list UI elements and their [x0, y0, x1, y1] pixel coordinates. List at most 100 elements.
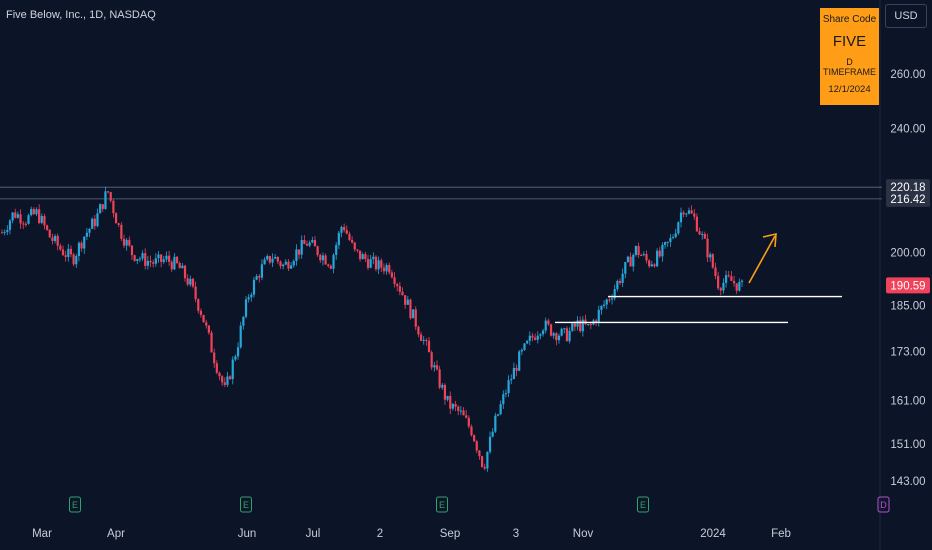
candle-body	[427, 340, 431, 353]
candle-body	[690, 210, 693, 214]
candle-body	[335, 245, 338, 255]
candle-body	[443, 384, 447, 400]
candle-body	[186, 278, 189, 285]
candle-body	[518, 351, 521, 371]
earnings-marker-label: E	[439, 500, 445, 510]
candle-body	[642, 254, 645, 256]
candle-body	[189, 278, 192, 285]
last-price-box	[886, 277, 930, 294]
candle-body	[563, 328, 566, 330]
candle-body	[568, 330, 571, 342]
candle-body	[382, 267, 386, 272]
candle-body	[308, 242, 311, 246]
candle-body	[221, 376, 224, 383]
candle-body	[698, 231, 701, 235]
candle-body	[226, 376, 229, 385]
candle-body	[160, 254, 163, 262]
candle-body	[579, 320, 582, 332]
candle-body	[242, 316, 245, 326]
y-tick-label: 151.00	[890, 439, 925, 451]
candle-body	[48, 229, 51, 238]
y-tick-label: 173.00	[890, 346, 925, 358]
candle-body	[199, 310, 203, 315]
candle-body	[340, 226, 343, 233]
candle-body	[488, 436, 492, 452]
candle-body	[93, 218, 96, 227]
candle-body	[329, 265, 332, 269]
candle-body	[22, 223, 25, 225]
share-code-heading: Share Code	[822, 14, 877, 25]
candle-body	[130, 245, 134, 256]
candle-body	[565, 328, 569, 342]
candle-body	[218, 372, 221, 377]
candle-body	[35, 209, 38, 215]
candle-body	[526, 340, 529, 344]
candle-body	[345, 230, 348, 234]
x-tick-label: Nov	[573, 528, 594, 540]
candle-body	[197, 299, 200, 311]
candle-body	[425, 339, 428, 341]
x-tick-label: Jun	[238, 528, 257, 540]
candle-body	[613, 289, 616, 299]
candle-body	[663, 242, 667, 245]
candle-body	[621, 273, 624, 283]
candle-body	[560, 328, 563, 336]
candle-body	[687, 210, 691, 214]
date-label: 12/1/2024	[828, 84, 871, 95]
dividend-marker-label: D	[880, 500, 887, 510]
candle-body	[504, 393, 508, 395]
candle-body	[512, 367, 515, 380]
candle-body	[239, 325, 242, 348]
candle-body	[717, 275, 720, 289]
candle-body	[250, 294, 253, 298]
candle-body	[77, 242, 81, 257]
candle-body	[679, 212, 683, 223]
candle-body	[404, 295, 407, 305]
candle-body	[128, 239, 131, 246]
candle-body	[573, 323, 577, 327]
last-price-label: 190.59	[890, 280, 925, 292]
x-tick-label: Sep	[440, 528, 460, 540]
candle-body	[120, 224, 123, 239]
candle-body	[260, 264, 264, 278]
candle-body	[181, 265, 184, 269]
share-code-box: Share Code FIVE D TIMEFRAME 12/1/2024	[820, 8, 879, 105]
candle-body	[207, 325, 210, 333]
candle-body	[327, 264, 330, 266]
candle-body	[324, 255, 327, 265]
candle-body	[136, 259, 139, 261]
candle-body	[714, 267, 717, 276]
candle-body	[51, 237, 54, 241]
candle-body	[393, 277, 396, 285]
candle-body	[356, 249, 359, 251]
y-tick-label: 240.00	[890, 123, 925, 135]
candle-body	[462, 410, 465, 416]
candle-body	[451, 403, 454, 409]
candle-body	[59, 245, 62, 250]
candle-body	[372, 256, 375, 260]
currency-button[interactable]: USD	[885, 4, 927, 28]
candle-body	[64, 255, 67, 257]
candle-body	[274, 256, 277, 259]
candle-body	[202, 314, 205, 323]
candle-body	[661, 244, 664, 257]
candle-body	[236, 347, 240, 357]
candle-body	[292, 261, 295, 266]
candle-body	[682, 212, 685, 215]
candle-body	[467, 417, 470, 427]
candle-body	[40, 215, 43, 223]
candle-body	[502, 394, 505, 405]
candle-body	[608, 299, 611, 301]
candle-body	[11, 212, 14, 221]
ticker-label: FIVE	[832, 33, 867, 50]
x-tick-label: 3	[513, 528, 519, 540]
candle-body	[724, 275, 728, 283]
candle-body	[358, 250, 362, 260]
candle-body	[671, 237, 675, 239]
y-tick-label: 161.00	[890, 395, 925, 407]
y-tick-label: 185.00	[890, 301, 925, 313]
candle-body	[173, 256, 176, 270]
earnings-marker-label: E	[243, 500, 249, 510]
